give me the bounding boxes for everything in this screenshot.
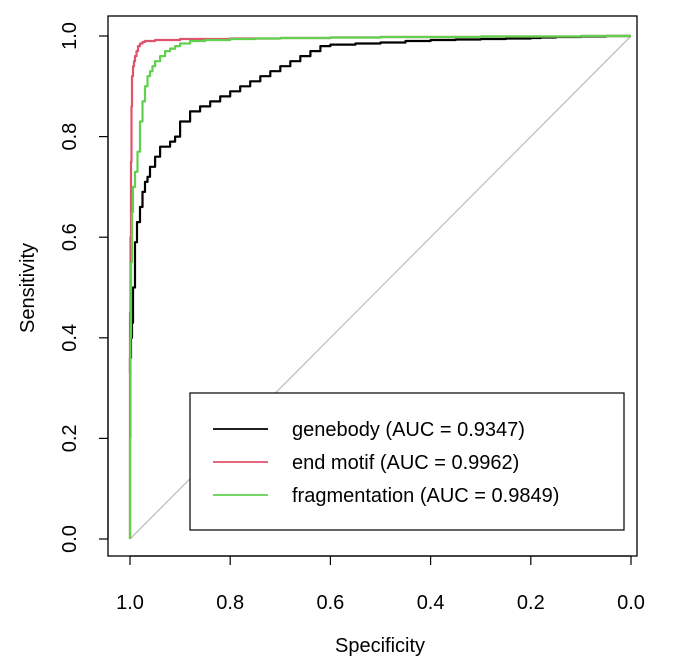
legend-label-fragmentation: fragmentation (AUC = 0.9849) <box>292 485 559 507</box>
series-layer <box>128 34 631 539</box>
x-axis-label: Specificity <box>335 635 425 657</box>
legend-label-genebody: genebody (AUC = 0.9347) <box>292 419 525 441</box>
y-tick-label: 0.0 <box>59 525 81 553</box>
y-tick-label: 0.2 <box>59 424 81 452</box>
y-axis-label: Sensitivity <box>17 243 39 333</box>
series-line-genebody <box>128 34 631 373</box>
series-line-fragmentation <box>128 34 631 539</box>
y-axis: 0.0 0.2 0.4 0.6 0.8 1.0 <box>59 22 109 553</box>
y-tick-label: 0.4 <box>59 324 81 352</box>
x-tick-label: 0.0 <box>617 592 645 614</box>
y-tick-label: 0.6 <box>59 223 81 251</box>
x-tick-label: 0.8 <box>216 592 244 614</box>
x-tick-label: 0.2 <box>517 592 545 614</box>
legend-label-end-motif: end motif (AUC = 0.9962) <box>292 452 519 474</box>
y-tick-label: 1.0 <box>59 22 81 50</box>
x-tick-label: 0.6 <box>316 592 344 614</box>
y-tick-label: 0.8 <box>59 123 81 151</box>
legend: genebody (AUC = 0.9347) end motif (AUC =… <box>189 392 625 531</box>
x-tick-label: 1.0 <box>116 592 144 614</box>
x-tick-label: 0.4 <box>417 592 445 614</box>
x-axis: 1.0 0.8 0.6 0.4 0.2 0.0 <box>116 555 645 614</box>
